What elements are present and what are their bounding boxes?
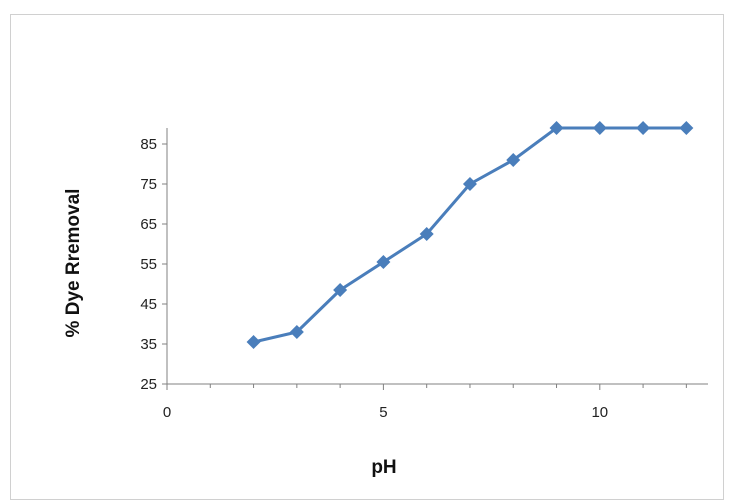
series-group (246, 121, 694, 349)
data-point-marker (246, 335, 261, 349)
axes: 25 35 45 55 65 75 85 0 5 10 (140, 128, 708, 421)
data-point-marker (376, 255, 391, 269)
data-point-marker (636, 121, 651, 135)
y-tick-label: 55 (140, 256, 157, 273)
x-tick-label: 0 (163, 404, 171, 421)
data-point-marker (462, 177, 477, 191)
chart-frame (10, 14, 724, 500)
data-point-marker (333, 283, 348, 297)
y-tick-label: 65 (140, 216, 157, 233)
data-point-marker (506, 153, 521, 167)
data-point-marker (679, 121, 694, 135)
y-axis-title: % Dye Rremoval (63, 189, 84, 338)
data-point-marker (592, 121, 607, 135)
data-point-marker (289, 325, 304, 339)
y-tick-label: 45 (140, 296, 157, 313)
y-tick-label: 25 (140, 376, 157, 393)
series-line (253, 126, 687, 344)
data-point-marker (419, 227, 434, 241)
y-tick-label: 35 (140, 336, 157, 353)
x-axis-title: pH (371, 457, 396, 478)
x-tick-label: 5 (379, 404, 387, 421)
data-point-marker (549, 121, 564, 135)
y-tick-label: 75 (140, 176, 157, 193)
x-tick-label: 10 (591, 404, 608, 421)
y-tick-label: 85 (140, 136, 157, 153)
